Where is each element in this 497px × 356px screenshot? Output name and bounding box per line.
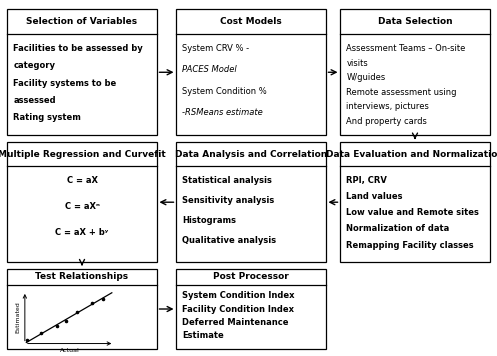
Text: Deferred Maintenance: Deferred Maintenance (182, 318, 289, 327)
Text: Low value and Remote sites: Low value and Remote sites (346, 208, 479, 217)
Text: Statistical analysis: Statistical analysis (182, 176, 272, 185)
Text: Qualitative analysis: Qualitative analysis (182, 236, 276, 245)
Text: Selection of Variables: Selection of Variables (26, 17, 138, 26)
Bar (7, 9, 157, 135)
Text: RPI, CRV: RPI, CRV (346, 176, 387, 185)
Text: System Condition Index: System Condition Index (182, 291, 295, 300)
Text: Estimate: Estimate (182, 331, 224, 340)
Text: assessed: assessed (13, 96, 56, 105)
Text: Rating system: Rating system (13, 113, 82, 122)
Text: Facilities to be assessed by: Facilities to be assessed by (13, 44, 143, 53)
Bar (340, 9, 490, 135)
Text: Sensitivity analysis: Sensitivity analysis (182, 196, 275, 205)
Bar (7, 269, 157, 349)
Point (74, 309, 82, 315)
Text: Data Analysis and Correlation: Data Analysis and Correlation (175, 150, 327, 159)
Text: Normalization of data: Normalization of data (346, 224, 450, 234)
Text: Data Selection: Data Selection (378, 17, 452, 26)
Text: category: category (13, 62, 56, 70)
Bar (176, 9, 326, 135)
Point (99, 296, 107, 302)
Text: Test Relationships: Test Relationships (35, 272, 129, 281)
Text: Estimated: Estimated (16, 302, 21, 333)
Bar (176, 142, 326, 262)
Text: PACES Model: PACES Model (182, 66, 237, 74)
Text: System Condition %: System Condition % (182, 87, 267, 96)
Text: Land values: Land values (346, 192, 403, 201)
Text: Multiple Regression and Curvefit: Multiple Regression and Curvefit (0, 150, 166, 159)
Text: Cost Models: Cost Models (220, 17, 282, 26)
Point (37, 330, 45, 336)
Point (23, 337, 31, 342)
Text: Post Processor: Post Processor (213, 272, 289, 281)
Text: Actual: Actual (60, 348, 80, 353)
Point (53, 323, 61, 329)
Text: Remote assessment using: Remote assessment using (346, 88, 457, 96)
Text: Facility Condition Index: Facility Condition Index (182, 305, 294, 314)
Text: Histograms: Histograms (182, 216, 237, 225)
Text: Facility systems to be: Facility systems to be (13, 79, 117, 88)
Text: Data Evaluation and Normalization: Data Evaluation and Normalization (326, 150, 497, 159)
Text: -RSMeans estimate: -RSMeans estimate (182, 108, 263, 117)
Text: System CRV % -: System CRV % - (182, 44, 249, 53)
Text: interviews, pictures: interviews, pictures (346, 102, 429, 111)
Point (88, 300, 96, 306)
Text: C = aXⁿ: C = aXⁿ (65, 202, 99, 211)
Text: C = aX: C = aX (67, 176, 97, 185)
Text: visits: visits (346, 59, 368, 68)
Bar (340, 142, 490, 262)
Text: Assessment Teams – On-site: Assessment Teams – On-site (346, 44, 466, 53)
Text: And property cards: And property cards (346, 116, 427, 126)
Point (63, 318, 71, 324)
Text: C = aX + bʸ: C = aX + bʸ (55, 228, 109, 237)
Text: Remapping Facility classes: Remapping Facility classes (346, 241, 474, 250)
Bar (176, 269, 326, 349)
Text: W/guides: W/guides (346, 73, 386, 82)
Bar (7, 142, 157, 262)
